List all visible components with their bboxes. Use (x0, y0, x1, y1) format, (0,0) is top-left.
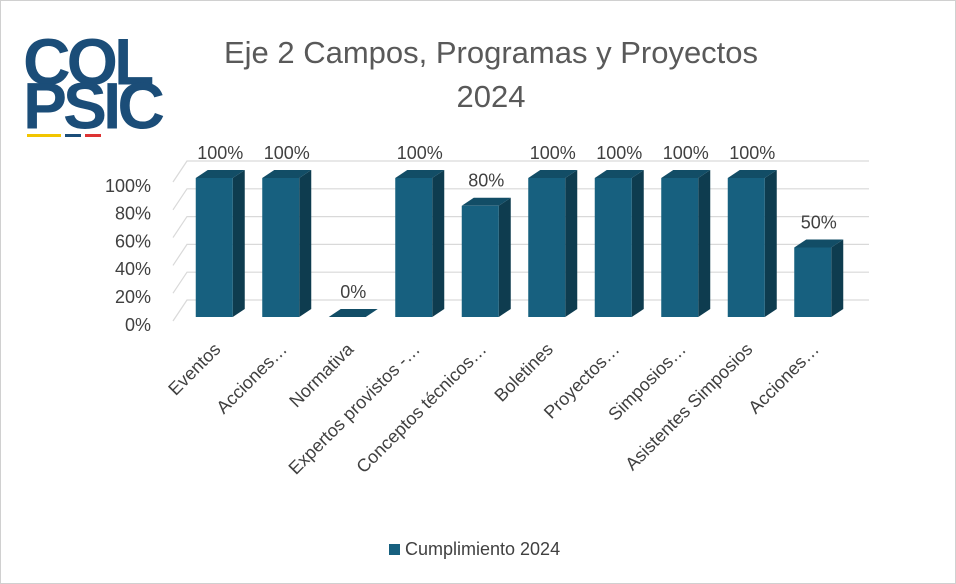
value-label: 100% (530, 143, 576, 163)
x-tick-label: Conceptos técnicos… (352, 339, 490, 477)
bar-side (831, 239, 844, 317)
value-label: 50% (801, 212, 837, 232)
bar-front (594, 178, 632, 317)
bar-front (794, 247, 832, 317)
x-tick-label: Eventos (164, 339, 224, 399)
bar-front (461, 205, 499, 317)
bar-top (594, 170, 644, 178)
value-label: 100% (397, 143, 443, 163)
bar-front (727, 178, 765, 317)
logo-stripe (85, 134, 101, 137)
bar-side (232, 170, 245, 317)
bar-side (764, 170, 777, 317)
bar (262, 170, 312, 317)
bar-front (528, 178, 566, 317)
bar-front (195, 178, 233, 317)
x-tick-label: Boletines (490, 339, 557, 406)
bar-side (698, 170, 711, 317)
value-label: 80% (468, 171, 504, 191)
y-tick-label: 80% (115, 204, 151, 224)
bar (328, 309, 378, 317)
value-label: 100% (264, 143, 310, 163)
bar-top (794, 239, 844, 248)
bar-side (498, 197, 511, 317)
y-tick-label: 60% (115, 231, 151, 251)
value-label: 100% (596, 143, 642, 163)
bar (195, 170, 245, 317)
value-label: 100% (729, 143, 775, 163)
x-tick-label: Acciones… (744, 339, 823, 418)
y-tick-label: 40% (115, 259, 151, 279)
y-tick-label: 20% (115, 287, 151, 307)
value-label: 100% (663, 143, 709, 163)
logo-stripe (65, 134, 81, 137)
bar-top (395, 170, 445, 178)
bar-front (395, 178, 433, 317)
bar-front (262, 178, 300, 317)
bar-top (328, 309, 378, 317)
bar (794, 239, 844, 317)
chart-title: Eje 2 Campos, Programas y Proyectos 2024 (223, 35, 759, 114)
bar-top (528, 170, 578, 178)
bar (395, 170, 445, 317)
bar (528, 170, 578, 317)
legend-label: Cumplimiento 2024 (405, 539, 560, 559)
logo-stripe (27, 134, 61, 137)
value-label: 0% (340, 282, 366, 302)
bar-top (461, 197, 511, 206)
bar-side (299, 170, 312, 317)
logo-text: COL (23, 24, 153, 98)
bar-top (661, 170, 711, 178)
bar-front (661, 178, 699, 317)
bar-side (432, 170, 445, 317)
legend-swatch (389, 544, 400, 555)
value-label: 100% (197, 143, 243, 163)
x-tick-label: Acciones… (212, 339, 291, 418)
bar (661, 170, 711, 317)
x-tick-label: Asistentes Simposios (621, 339, 756, 474)
bar (727, 170, 777, 317)
bar-top (727, 170, 777, 178)
logo-text: PSIC (23, 68, 163, 142)
bar-side (565, 170, 578, 317)
bar-top (195, 170, 245, 178)
x-tick-label: Expertos provistos -… (285, 339, 424, 478)
grid-line (172, 160, 869, 183)
y-tick-label: 0% (125, 315, 151, 335)
bar-top (262, 170, 312, 178)
bar-side (631, 170, 644, 317)
y-tick-label: 100% (105, 176, 151, 196)
bar (594, 170, 644, 317)
bar (461, 197, 511, 317)
